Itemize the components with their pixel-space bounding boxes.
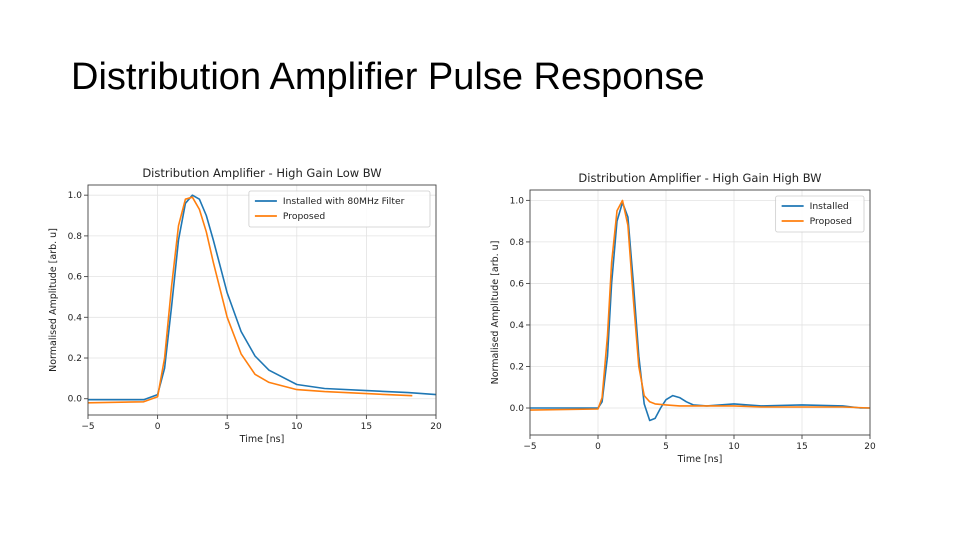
x-tick-label: 5 <box>663 442 669 452</box>
y-tick-label: 0.4 <box>510 321 525 331</box>
chart-title: Distribution Amplifier - High Gain High … <box>578 171 821 185</box>
y-tick-label: 0.2 <box>68 354 82 364</box>
plot-frame <box>87 184 437 416</box>
x-tick-label: 20 <box>430 422 442 432</box>
y-tick-label: 0.8 <box>510 238 525 248</box>
x-tick-label: 15 <box>361 422 372 432</box>
x-tick-label: 0 <box>595 442 601 452</box>
x-tick-label: 10 <box>291 422 303 432</box>
chart-title: Distribution Amplifier - High Gain Low B… <box>142 166 381 180</box>
y-tick-label: 1.0 <box>68 191 83 201</box>
y-tick-label: 0.4 <box>68 313 83 323</box>
y-tick-label: 0.2 <box>510 362 524 372</box>
x-tick-label: 10 <box>728 442 740 452</box>
slide-title: Distribution Amplifier Pulse Response <box>71 56 705 98</box>
legend-label: Installed with 80MHz Filter <box>283 196 405 207</box>
x-axis-label: Time [ns] <box>677 454 723 465</box>
legend-label: Proposed <box>810 216 852 227</box>
y-tick-label: 1.0 <box>510 196 525 206</box>
y-axis-label: Normalised Amplitude [arb. u] <box>490 241 501 385</box>
legend-box <box>775 195 865 233</box>
x-tick-label: 20 <box>864 442 876 452</box>
x-tick-label: 0 <box>155 422 161 432</box>
y-tick-label: 0.0 <box>68 395 83 405</box>
legend-box <box>248 190 431 228</box>
chart-high-gain-high-bw: Distribution Amplifier - High Gain High … <box>490 171 876 465</box>
series-line-orange <box>529 199 871 411</box>
x-tick-label: 5 <box>224 422 230 432</box>
x-tick-label: −5 <box>81 422 94 432</box>
plot-frame <box>529 189 871 436</box>
legend-label: Proposed <box>283 211 325 222</box>
series-line-orange <box>87 196 413 404</box>
y-tick-label: 0.8 <box>68 232 83 242</box>
x-axis-label: Time [ns] <box>239 434 285 445</box>
series-line-blue <box>88 194 437 401</box>
y-tick-label: 0.0 <box>510 404 525 414</box>
y-axis-label: Normalised Amplitude [arb. u] <box>48 228 59 372</box>
legend: Installed Proposed <box>775 195 865 233</box>
legend: Installed with 80MHz Filter Proposed <box>248 190 431 228</box>
x-tick-label: −5 <box>523 442 536 452</box>
series-line-blue <box>530 201 870 422</box>
legend-label: Installed <box>810 201 849 212</box>
y-tick-label: 0.6 <box>68 273 83 283</box>
chart-high-gain-low-bw: Distribution Amplifier - High Gain Low B… <box>48 166 442 445</box>
x-tick-label: 15 <box>796 442 807 452</box>
y-tick-label: 0.6 <box>510 279 525 289</box>
